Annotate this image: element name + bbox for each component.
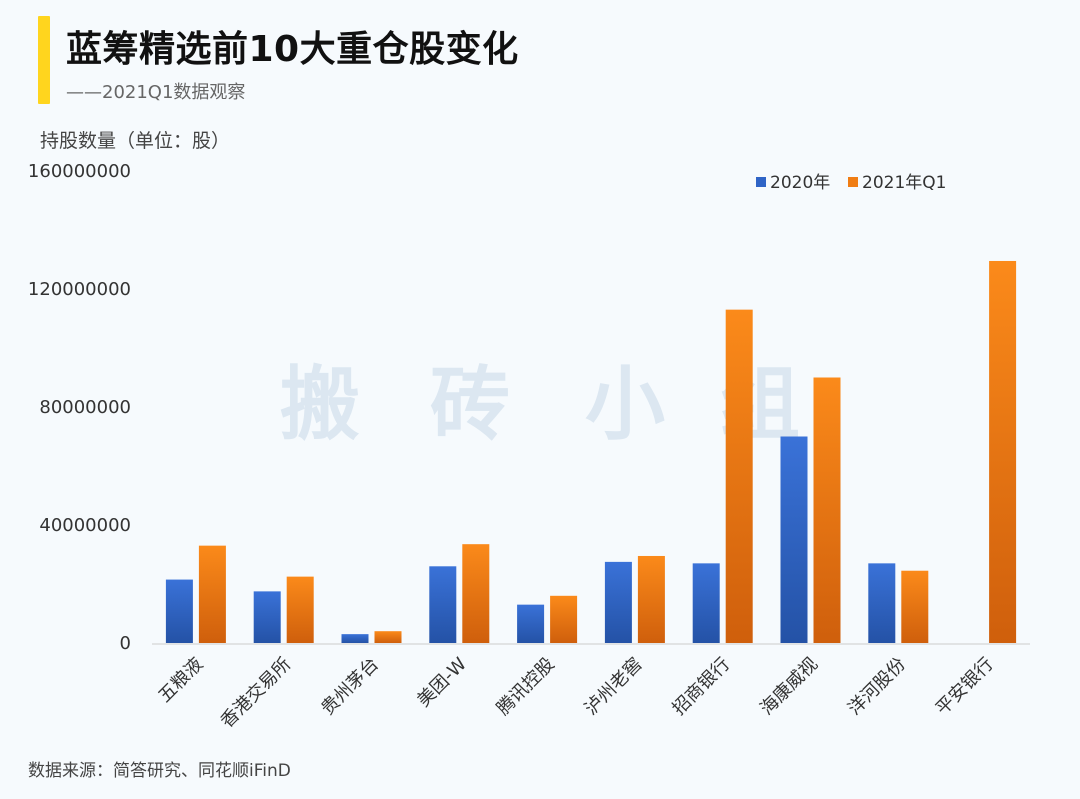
legend-swatch-2020 bbox=[756, 177, 766, 187]
x-category-label: 贵州茅台 bbox=[317, 654, 383, 720]
chart-subtitle: ——2021Q1数据观察 bbox=[66, 82, 246, 103]
y-tick-label: 0 bbox=[120, 633, 131, 654]
bar-2020 bbox=[165, 579, 193, 643]
x-category-label: 香港交易所 bbox=[217, 654, 295, 732]
y-tick-label: 160000000 bbox=[28, 161, 131, 182]
x-category-label: 五粮液 bbox=[154, 654, 207, 707]
legend-swatch-2021q1 bbox=[848, 177, 858, 187]
legend-label-2020: 2020年 bbox=[770, 173, 830, 193]
x-category-label: 美团-W bbox=[413, 654, 471, 712]
bar-2021q1 bbox=[901, 570, 929, 643]
x-category-label: 泸州老窖 bbox=[581, 654, 647, 720]
bar-2020 bbox=[253, 591, 281, 643]
title-accent-bar bbox=[38, 16, 50, 104]
bar-2021q1 bbox=[637, 555, 665, 643]
x-category-label: 洋河股份 bbox=[844, 654, 910, 720]
x-category-label: 招商银行 bbox=[668, 654, 734, 720]
watermark-char: 搬 bbox=[280, 358, 360, 451]
bar-2021q1 bbox=[550, 595, 578, 643]
watermark-char: 小 bbox=[585, 358, 665, 451]
y-tick-label: 40000000 bbox=[39, 515, 131, 536]
bar-2020 bbox=[517, 604, 545, 643]
data-source-note: 数据来源：简答研究、同花顺iFinD bbox=[28, 761, 291, 781]
bar-2021q1 bbox=[198, 545, 226, 643]
chart-title: 蓝筹精选前10大重仓股变化 bbox=[66, 29, 519, 70]
bar-2020 bbox=[341, 634, 369, 643]
bar-2020 bbox=[780, 436, 808, 643]
y-tick-label: 120000000 bbox=[28, 279, 131, 300]
watermark-char: 砖 bbox=[430, 358, 510, 451]
bar-2021q1 bbox=[462, 544, 490, 643]
bar-2021q1 bbox=[725, 309, 753, 643]
bar-2020 bbox=[868, 563, 896, 643]
bar-2021q1 bbox=[989, 260, 1017, 643]
bar-2021q1 bbox=[813, 377, 841, 643]
y-axis-label: 持股数量（单位：股） bbox=[40, 130, 231, 152]
bar-2021q1 bbox=[286, 576, 314, 643]
legend-label-2021q1: 2021年Q1 bbox=[862, 173, 946, 193]
x-category-label: 海康威视 bbox=[756, 654, 822, 720]
bar-2020 bbox=[692, 563, 720, 643]
bar-2020 bbox=[429, 566, 457, 643]
bar-2020 bbox=[604, 561, 632, 643]
y-tick-label: 80000000 bbox=[39, 397, 131, 418]
bar-2021q1 bbox=[374, 631, 402, 643]
x-category-label: 平安银行 bbox=[932, 654, 998, 720]
x-category-label: 腾讯控股 bbox=[493, 654, 559, 720]
